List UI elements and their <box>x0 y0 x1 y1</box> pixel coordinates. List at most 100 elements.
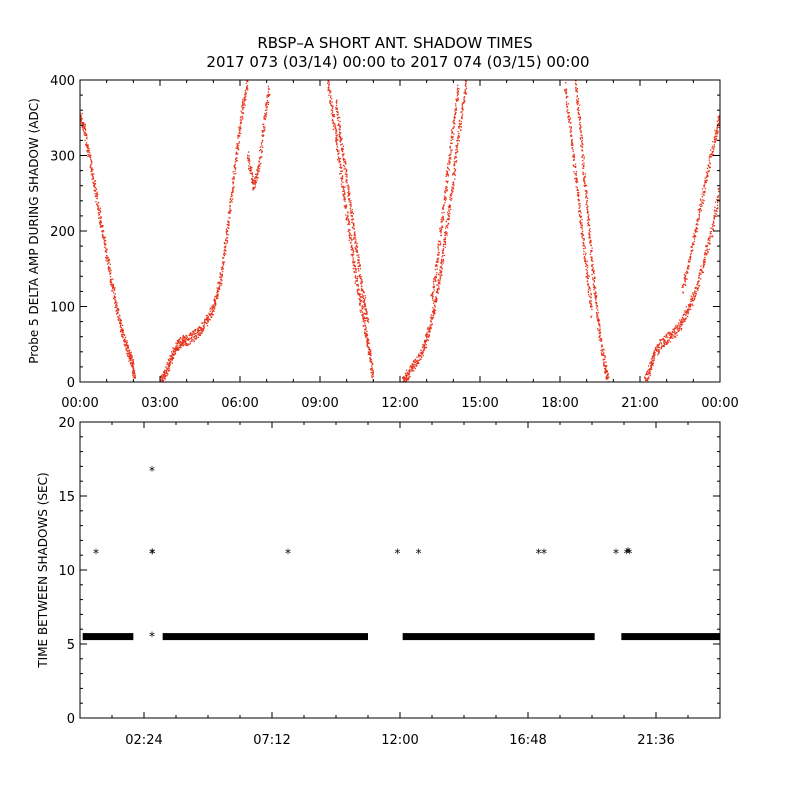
data-point <box>179 347 181 349</box>
data-point <box>104 247 107 249</box>
data-point <box>714 135 716 137</box>
data-point <box>244 94 246 96</box>
data-point <box>463 98 465 100</box>
data-point <box>605 377 607 379</box>
data-point <box>579 222 582 224</box>
data-point <box>268 88 270 90</box>
data-point <box>363 300 365 302</box>
data-point <box>592 268 594 270</box>
data-point <box>93 180 96 182</box>
data-point <box>660 347 662 349</box>
x-tick-label: 00:00 <box>61 396 98 411</box>
data-point <box>232 177 235 179</box>
data-point <box>717 130 719 133</box>
data-point <box>96 197 99 199</box>
data-point <box>214 304 216 306</box>
data-point <box>166 362 168 364</box>
data-point <box>411 366 413 368</box>
data-point <box>437 291 439 294</box>
data-point <box>718 115 721 117</box>
data-point <box>456 89 459 91</box>
data-point <box>359 309 361 312</box>
data-point <box>132 376 135 378</box>
data-point <box>346 174 348 176</box>
data-point <box>200 328 202 331</box>
data-point <box>449 154 451 156</box>
data-point <box>207 316 209 318</box>
data-point <box>126 344 128 346</box>
data-point <box>717 207 719 209</box>
data-point <box>454 163 456 165</box>
data-point <box>455 112 457 114</box>
data-point <box>130 359 132 362</box>
data-point <box>251 172 253 174</box>
data-point <box>226 237 229 239</box>
data-point <box>132 374 134 377</box>
data-point <box>263 116 265 118</box>
data-point <box>432 291 435 293</box>
data-point <box>406 377 408 380</box>
data-point <box>598 324 601 326</box>
data-point <box>707 251 709 254</box>
data-point <box>345 214 347 216</box>
data-point <box>370 361 372 363</box>
data-point <box>356 251 358 253</box>
data-point <box>96 203 98 205</box>
data-point <box>169 358 172 360</box>
data-point <box>83 123 85 125</box>
data-point <box>258 161 260 163</box>
data-point <box>353 232 356 234</box>
data-point: * <box>149 464 155 478</box>
data-point <box>90 158 92 160</box>
data-point <box>581 226 583 228</box>
data-point <box>571 139 573 141</box>
data-point <box>692 236 694 238</box>
data-point <box>690 246 692 248</box>
data-point <box>445 231 447 233</box>
data-point <box>240 110 242 112</box>
data-point <box>355 241 357 244</box>
data-point <box>239 125 241 127</box>
data-point <box>682 286 684 288</box>
data-point <box>661 346 663 348</box>
data-point <box>112 278 114 280</box>
data-point <box>364 295 366 297</box>
data-point <box>589 234 591 236</box>
data-point <box>689 253 692 256</box>
data-point <box>452 173 454 175</box>
data-point <box>446 232 448 234</box>
data-point <box>654 353 656 356</box>
data-point <box>191 339 193 341</box>
data-point <box>165 366 167 368</box>
data-point <box>177 347 179 349</box>
data-point <box>590 249 592 252</box>
data-point <box>97 207 99 209</box>
data-point <box>132 359 134 361</box>
data-point <box>119 326 121 328</box>
data-point <box>108 259 111 261</box>
data-point <box>237 144 240 146</box>
data-point <box>266 102 268 105</box>
data-point <box>371 373 374 376</box>
data-point <box>584 259 586 262</box>
data-point <box>703 258 705 260</box>
data-point <box>208 312 210 314</box>
data-point <box>336 117 339 119</box>
data-point <box>712 153 714 156</box>
data-point <box>220 283 222 285</box>
data-point <box>441 226 444 228</box>
data-point <box>648 376 650 378</box>
data-point <box>587 275 589 277</box>
data-point <box>256 169 259 171</box>
data-point <box>341 143 343 145</box>
data-point <box>433 304 436 306</box>
data-point <box>342 194 344 196</box>
data-point <box>229 198 231 200</box>
data-point <box>604 356 606 358</box>
data-point <box>361 296 363 298</box>
data-point <box>358 270 360 272</box>
data-point <box>585 262 587 265</box>
data-point <box>193 339 195 341</box>
data-point <box>691 298 693 300</box>
data-point <box>441 266 443 269</box>
